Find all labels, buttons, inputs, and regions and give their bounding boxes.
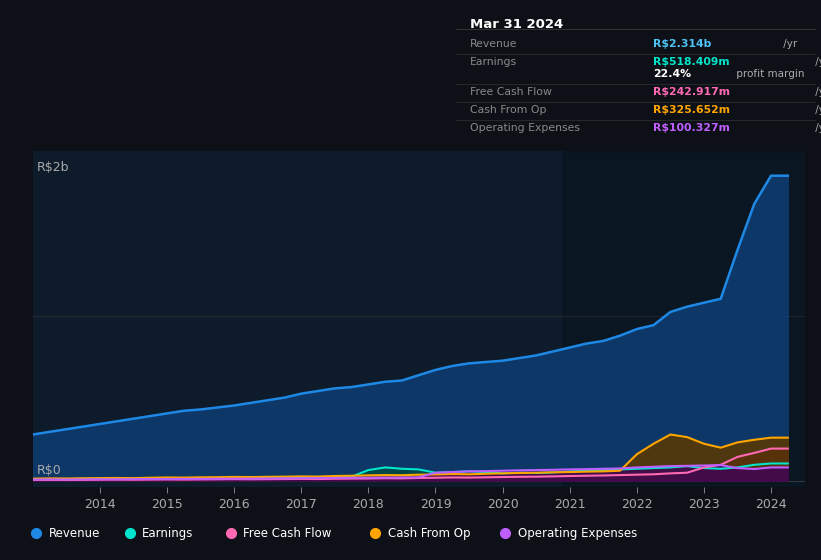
Text: /yr: /yr [780, 39, 797, 49]
Text: Operating Expenses: Operating Expenses [518, 527, 637, 540]
Text: Earnings: Earnings [142, 527, 194, 540]
Text: /yr: /yr [812, 123, 821, 133]
Text: R$2.314b: R$2.314b [654, 39, 712, 49]
Text: 22.4%: 22.4% [654, 69, 691, 79]
Text: R$518.409m: R$518.409m [654, 57, 730, 67]
Text: Operating Expenses: Operating Expenses [470, 123, 580, 133]
Text: R$325.652m: R$325.652m [654, 105, 731, 115]
Text: Earnings: Earnings [470, 57, 517, 67]
Text: Cash From Op: Cash From Op [470, 105, 547, 115]
Text: Free Cash Flow: Free Cash Flow [243, 527, 332, 540]
Text: /yr: /yr [812, 87, 821, 97]
Text: /yr: /yr [812, 57, 821, 67]
Text: Free Cash Flow: Free Cash Flow [470, 87, 552, 97]
Text: /yr: /yr [812, 105, 821, 115]
Text: Revenue: Revenue [48, 527, 100, 540]
Text: Revenue: Revenue [470, 39, 517, 49]
Text: profit margin: profit margin [732, 69, 804, 79]
Text: R$100.327m: R$100.327m [654, 123, 731, 133]
Text: R$0: R$0 [37, 464, 62, 477]
Text: R$2b: R$2b [37, 161, 69, 174]
Text: Mar 31 2024: Mar 31 2024 [470, 18, 563, 31]
Bar [563, 151, 805, 487]
Text: Cash From Op: Cash From Op [388, 527, 470, 540]
Text: R$242.917m: R$242.917m [654, 87, 731, 97]
